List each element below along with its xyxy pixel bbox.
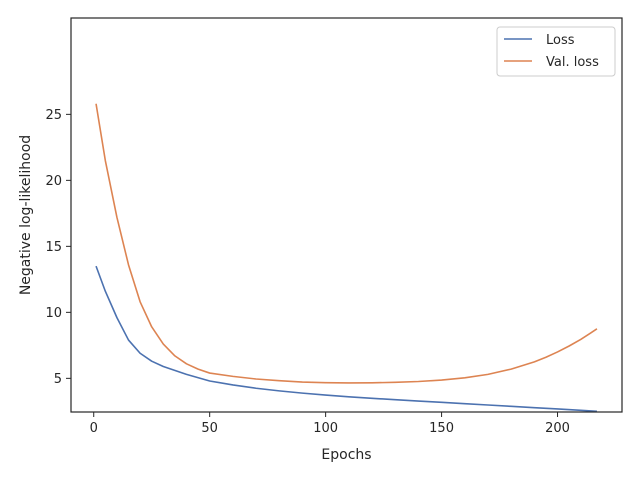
series-line-loss xyxy=(95,265,598,413)
series-line-val-loss xyxy=(95,103,598,384)
plot-frame xyxy=(70,17,623,413)
y-tick-label: 25 xyxy=(45,108,62,123)
x-tick-label: 150 xyxy=(429,421,454,436)
x-axis-label: Epochs xyxy=(321,447,371,463)
y-tick-label: 20 xyxy=(45,174,62,189)
y-tick-label: 10 xyxy=(45,306,62,321)
y-axis-label: Negative log-likelihood xyxy=(18,135,34,295)
y-tick-label: 15 xyxy=(45,240,62,255)
x-tick-label: 100 xyxy=(313,421,338,436)
legend-label-val-loss: Val. loss xyxy=(546,55,599,70)
tick-layer: 0 50 100 150 200 5 10 15 20 25 xyxy=(45,108,569,436)
legend: Loss Val. loss xyxy=(496,26,616,77)
x-tick-label: 50 xyxy=(201,421,218,436)
legend-label-loss: Loss xyxy=(546,33,575,48)
plot-area xyxy=(71,18,622,412)
y-tick-label: 5 xyxy=(54,372,62,387)
x-tick-label: 0 xyxy=(90,421,98,436)
series-layer xyxy=(95,103,598,413)
x-tick-label: 200 xyxy=(545,421,570,436)
